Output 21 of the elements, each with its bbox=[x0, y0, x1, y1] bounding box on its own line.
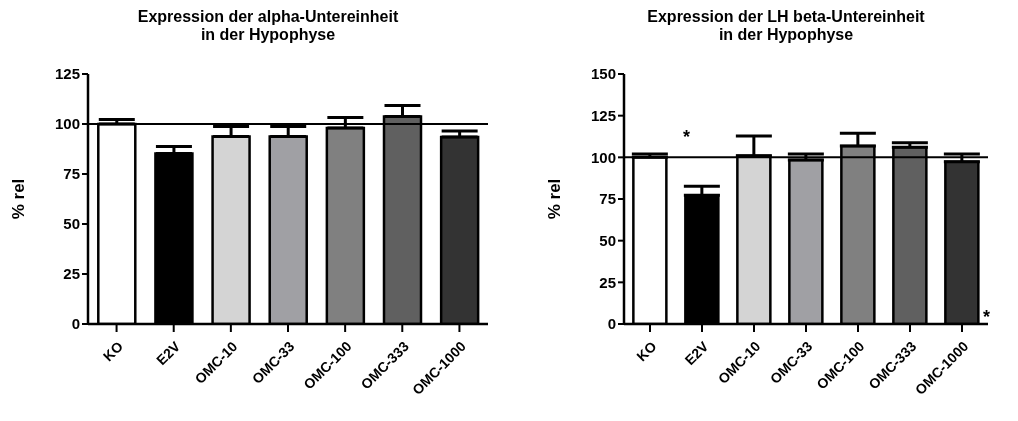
chart-title: Expression der LH beta-Untereinheit in der Hypophyse bbox=[647, 8, 925, 43]
y-tick-label: 50 bbox=[63, 215, 80, 233]
y-tick-label: 150 bbox=[590, 65, 616, 83]
y-tick-label: 0 bbox=[71, 315, 80, 333]
y-tick-label: 75 bbox=[63, 165, 80, 183]
annotation: * bbox=[683, 127, 691, 147]
y-tick-label: 100 bbox=[54, 115, 80, 133]
y-tick-label: 125 bbox=[54, 65, 80, 83]
y-tick-label: 0 bbox=[607, 315, 616, 333]
chart-title: Expression der alpha-Untereinheit in der Hypophyse bbox=[137, 8, 399, 43]
y-tick-label: 125 bbox=[590, 106, 616, 124]
y-tick-label: 100 bbox=[590, 148, 616, 166]
x-tick-label: KO bbox=[633, 338, 660, 365]
y-tick-label: 25 bbox=[63, 265, 80, 283]
y-tick-label: 75 bbox=[599, 190, 616, 208]
y-axis-title: % rel bbox=[545, 178, 565, 220]
y-tick-label: 25 bbox=[599, 273, 616, 291]
y-tick-label: 50 bbox=[599, 231, 616, 249]
y-axis-title: % rel bbox=[9, 178, 29, 220]
annotation: * bbox=[983, 307, 991, 327]
x-tick-label: KO bbox=[99, 338, 127, 365]
